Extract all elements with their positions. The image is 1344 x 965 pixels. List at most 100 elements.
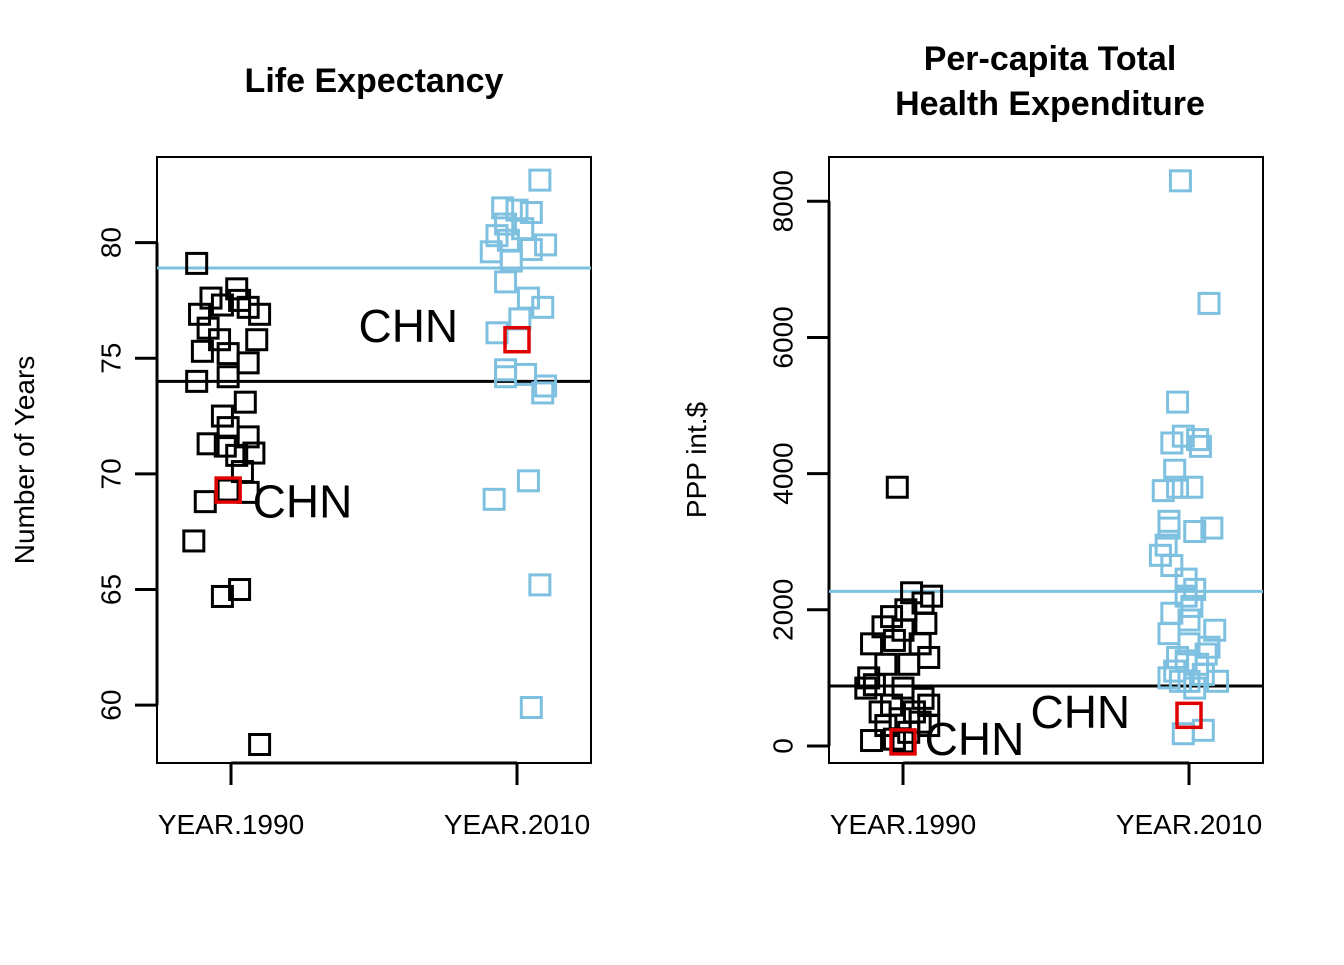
y-tick-label: 0 xyxy=(768,738,799,754)
y-tick-label: 2000 xyxy=(768,579,799,641)
y-axis: 60 65 70 75 80 xyxy=(96,227,159,721)
highlight-label: CHN xyxy=(1030,686,1130,738)
data-point xyxy=(216,416,240,440)
data-point xyxy=(485,321,509,345)
y-tick-label: 65 xyxy=(96,574,127,605)
data-point xyxy=(534,374,558,398)
highlight-label: CHN xyxy=(925,713,1025,765)
data-point xyxy=(248,302,272,326)
plot-frame xyxy=(156,156,592,764)
data-point xyxy=(190,339,214,363)
data-point xyxy=(1168,169,1192,193)
data-point xyxy=(1200,516,1224,540)
highlight-point xyxy=(214,476,242,504)
data-point xyxy=(1177,669,1201,693)
data-point xyxy=(216,478,240,502)
data-point xyxy=(914,611,938,635)
data-point xyxy=(882,628,906,652)
y-axis: 0 2000 4000 6000 8000 xyxy=(768,170,831,754)
x-tick-label: YEAR.1990 xyxy=(830,809,976,840)
data-point xyxy=(531,381,555,405)
data-point xyxy=(196,432,220,456)
y-axis-label: PPP int.$ xyxy=(681,401,712,518)
data-point xyxy=(891,730,915,754)
reference-lines xyxy=(157,266,591,383)
data-point xyxy=(210,584,234,608)
x-tick-label: YEAR.1990 xyxy=(158,809,304,840)
data-point xyxy=(494,270,518,294)
data-point xyxy=(482,487,506,511)
data-point xyxy=(1160,554,1184,578)
y-tick-label: 8000 xyxy=(768,170,799,232)
highlight-point xyxy=(503,325,531,354)
data-point xyxy=(519,695,543,719)
y-tick-label: 70 xyxy=(96,458,127,489)
data-point xyxy=(1183,519,1207,543)
data-points xyxy=(182,168,558,756)
data-point xyxy=(516,469,540,493)
data-point xyxy=(1151,479,1175,503)
data-point xyxy=(236,480,260,504)
y-tick-label: 60 xyxy=(96,690,127,721)
highlight-label: CHN xyxy=(358,300,458,352)
data-point xyxy=(514,362,538,386)
data-point xyxy=(494,358,518,382)
data-point xyxy=(1183,676,1207,700)
data-point xyxy=(245,328,269,352)
data-point xyxy=(1206,669,1230,693)
data-point xyxy=(1191,718,1215,742)
data-point xyxy=(210,293,234,317)
data-point xyxy=(1157,516,1181,540)
data-point xyxy=(508,307,532,331)
data-point xyxy=(528,168,552,192)
data-point xyxy=(897,652,921,676)
data-point xyxy=(860,729,884,753)
data-point xyxy=(1157,622,1181,646)
highlight-points: CHN CHN xyxy=(214,300,531,528)
y-tick-label: 80 xyxy=(96,227,127,258)
data-point xyxy=(860,632,884,656)
x-axis: YEAR.1990 YEAR.2010 xyxy=(158,761,590,840)
x-axis: YEAR.1990 YEAR.2010 xyxy=(830,761,1262,840)
highlight-label: CHN xyxy=(253,476,353,528)
x-tick-label: YEAR.2010 xyxy=(1116,809,1262,840)
data-point xyxy=(193,490,217,514)
data-point xyxy=(1166,390,1190,414)
data-point xyxy=(1188,434,1212,458)
highlight-point xyxy=(1175,701,1203,730)
data-point xyxy=(236,351,260,375)
y-tick-label: 75 xyxy=(96,343,127,374)
data-point xyxy=(216,365,240,389)
data-point xyxy=(182,529,206,553)
data-point xyxy=(185,369,209,393)
data-point xyxy=(185,251,209,275)
data-point xyxy=(1177,608,1201,632)
x-tick-label: YEAR.2010 xyxy=(444,809,590,840)
chart-title: Life Expectancy xyxy=(245,62,504,100)
data-point xyxy=(1197,291,1221,315)
data-point xyxy=(528,573,552,597)
data-point xyxy=(531,295,555,319)
chart-title-line-2: Health Expenditure xyxy=(895,85,1205,123)
data-point xyxy=(534,233,558,257)
chart-title-line-1: Per-capita Total xyxy=(924,40,1177,78)
data-point xyxy=(1157,509,1181,533)
health-expenditure-panel: Per-capita Total Health Expenditure PPP … xyxy=(681,40,1264,840)
data-point xyxy=(854,676,878,700)
data-points xyxy=(854,169,1230,754)
data-point xyxy=(885,475,909,499)
data-point xyxy=(228,578,252,602)
data-point xyxy=(225,443,249,467)
data-point xyxy=(233,390,257,414)
data-point xyxy=(1166,475,1190,499)
data-point xyxy=(210,404,234,428)
y-tick-label: 6000 xyxy=(768,306,799,368)
data-point xyxy=(1203,618,1227,642)
y-tick-label: 4000 xyxy=(768,442,799,504)
life-expectancy-panel: Life Expectancy Number of Years 60 65 70 75… xyxy=(9,62,592,840)
data-point xyxy=(1186,428,1210,452)
y-axis-label: Number of Years xyxy=(9,356,40,565)
highlight-point xyxy=(889,728,917,756)
